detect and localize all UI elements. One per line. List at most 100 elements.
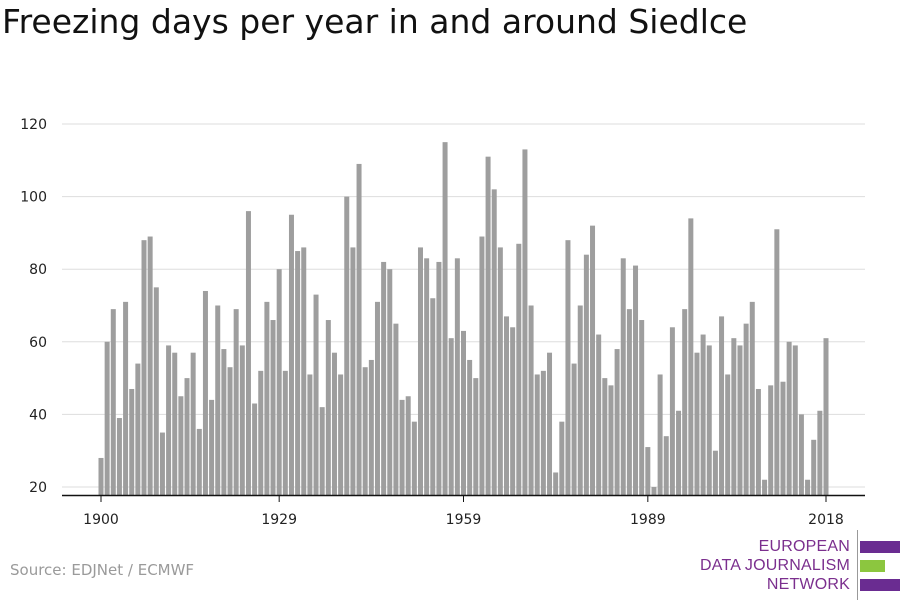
bar-1903 xyxy=(116,418,122,495)
bar-1972 xyxy=(540,370,546,495)
logo-bar-purple-bottom xyxy=(860,579,900,591)
bar-1907 xyxy=(141,240,147,495)
chart-title: Freezing days per year in and around Sie… xyxy=(2,2,748,41)
bar-1974 xyxy=(553,472,559,495)
bar-1953 xyxy=(424,258,430,495)
bar-1919 xyxy=(215,305,221,495)
bar-2018 xyxy=(823,338,829,495)
bar-1932 xyxy=(295,251,301,495)
bar-1971 xyxy=(534,374,540,495)
bar-1975 xyxy=(559,421,565,495)
bar-1948 xyxy=(393,323,399,495)
bar-1924 xyxy=(245,211,251,495)
bar-1939 xyxy=(338,374,344,495)
y-tick-label: 40 xyxy=(29,407,47,423)
bar-2006 xyxy=(749,301,755,495)
bar-1963 xyxy=(485,156,491,496)
bar-2013 xyxy=(792,345,798,495)
bar-1946 xyxy=(381,261,387,495)
x-tick-label: 2018 xyxy=(808,512,844,528)
bar-1912 xyxy=(172,352,178,495)
bar-1955 xyxy=(436,261,442,495)
bar-1915 xyxy=(190,352,196,495)
bar-1941 xyxy=(350,247,356,495)
edjnet-logo: EUROPEAN DATA JOURNALISM NETWORK xyxy=(700,530,900,600)
bar-1917 xyxy=(202,290,208,495)
bar-1990 xyxy=(651,487,657,495)
bar-1911 xyxy=(166,345,172,495)
logo-line-1: EUROPEAN xyxy=(758,538,850,555)
bar-1960 xyxy=(467,359,473,495)
bar-2014 xyxy=(798,414,804,495)
bar-1958 xyxy=(454,258,460,495)
bar-1959 xyxy=(461,330,466,495)
bar-1933 xyxy=(301,247,307,495)
bar-1987 xyxy=(633,265,639,495)
bar-1944 xyxy=(368,359,374,495)
bar-1906 xyxy=(135,363,141,495)
bar-2015 xyxy=(805,479,811,495)
bar-1922 xyxy=(233,309,239,495)
bar-2009 xyxy=(768,385,774,495)
bar-1982 xyxy=(602,378,608,495)
bar-1962 xyxy=(479,236,485,495)
bar-1989 xyxy=(645,447,651,495)
bar-1945 xyxy=(374,301,380,495)
bar-1934 xyxy=(307,374,313,495)
bar-1920 xyxy=(221,349,227,495)
bar-1954 xyxy=(430,298,436,495)
bar-1976 xyxy=(565,240,571,495)
bar-1995 xyxy=(682,309,688,495)
bar-1902 xyxy=(110,309,116,495)
bar-2012 xyxy=(786,341,792,495)
x-tick-label: 1959 xyxy=(446,512,482,528)
y-tick-label: 60 xyxy=(29,335,47,351)
bar-1947 xyxy=(387,269,393,495)
bar-2010 xyxy=(774,229,780,495)
x-ticks: 1900 1929 1959 1989 2018 xyxy=(83,495,844,528)
bar-1998 xyxy=(700,334,706,495)
bar-1961 xyxy=(473,378,479,495)
y-tick-labels: 20 40 60 80 100 120 xyxy=(20,117,47,496)
bar-1905 xyxy=(129,388,135,495)
logo-bar-purple-top xyxy=(860,541,900,553)
bar-1928 xyxy=(270,320,276,495)
bar-1909 xyxy=(153,287,159,495)
bar-1992 xyxy=(663,436,669,495)
logo-line-3: NETWORK xyxy=(766,576,850,593)
bar-2005 xyxy=(743,323,749,495)
bar-2002 xyxy=(725,374,731,495)
bar-1942 xyxy=(356,163,362,495)
bar-1981 xyxy=(596,334,602,495)
bar-2000 xyxy=(712,450,718,495)
bar-2004 xyxy=(737,345,743,495)
bar-1921 xyxy=(227,367,233,495)
bar-1997 xyxy=(694,352,700,495)
bars xyxy=(98,142,829,496)
bar-2007 xyxy=(755,388,761,495)
bar-1914 xyxy=(184,378,190,495)
bar-1984 xyxy=(614,349,620,495)
bar-1923 xyxy=(239,345,245,495)
bar-1931 xyxy=(288,214,294,495)
bar-2003 xyxy=(731,338,737,495)
bar-1965 xyxy=(497,247,503,495)
bar-1993 xyxy=(669,327,675,495)
bar-1970 xyxy=(528,305,534,495)
bar-1994 xyxy=(676,410,682,495)
bar-1908 xyxy=(147,236,153,495)
x-tick-label: 1900 xyxy=(83,512,119,528)
bar-1952 xyxy=(417,247,423,495)
bar-1937 xyxy=(325,320,331,495)
bar-1900 xyxy=(98,457,104,495)
bar-1930 xyxy=(282,370,288,495)
bar-2017 xyxy=(817,410,823,495)
bar-1929 xyxy=(276,269,282,495)
bar-1966 xyxy=(504,316,510,495)
bar-1916 xyxy=(196,428,202,495)
bar-1901 xyxy=(104,341,110,495)
bar-1950 xyxy=(405,396,411,495)
bar-1979 xyxy=(583,254,589,495)
bar-1978 xyxy=(577,305,583,495)
